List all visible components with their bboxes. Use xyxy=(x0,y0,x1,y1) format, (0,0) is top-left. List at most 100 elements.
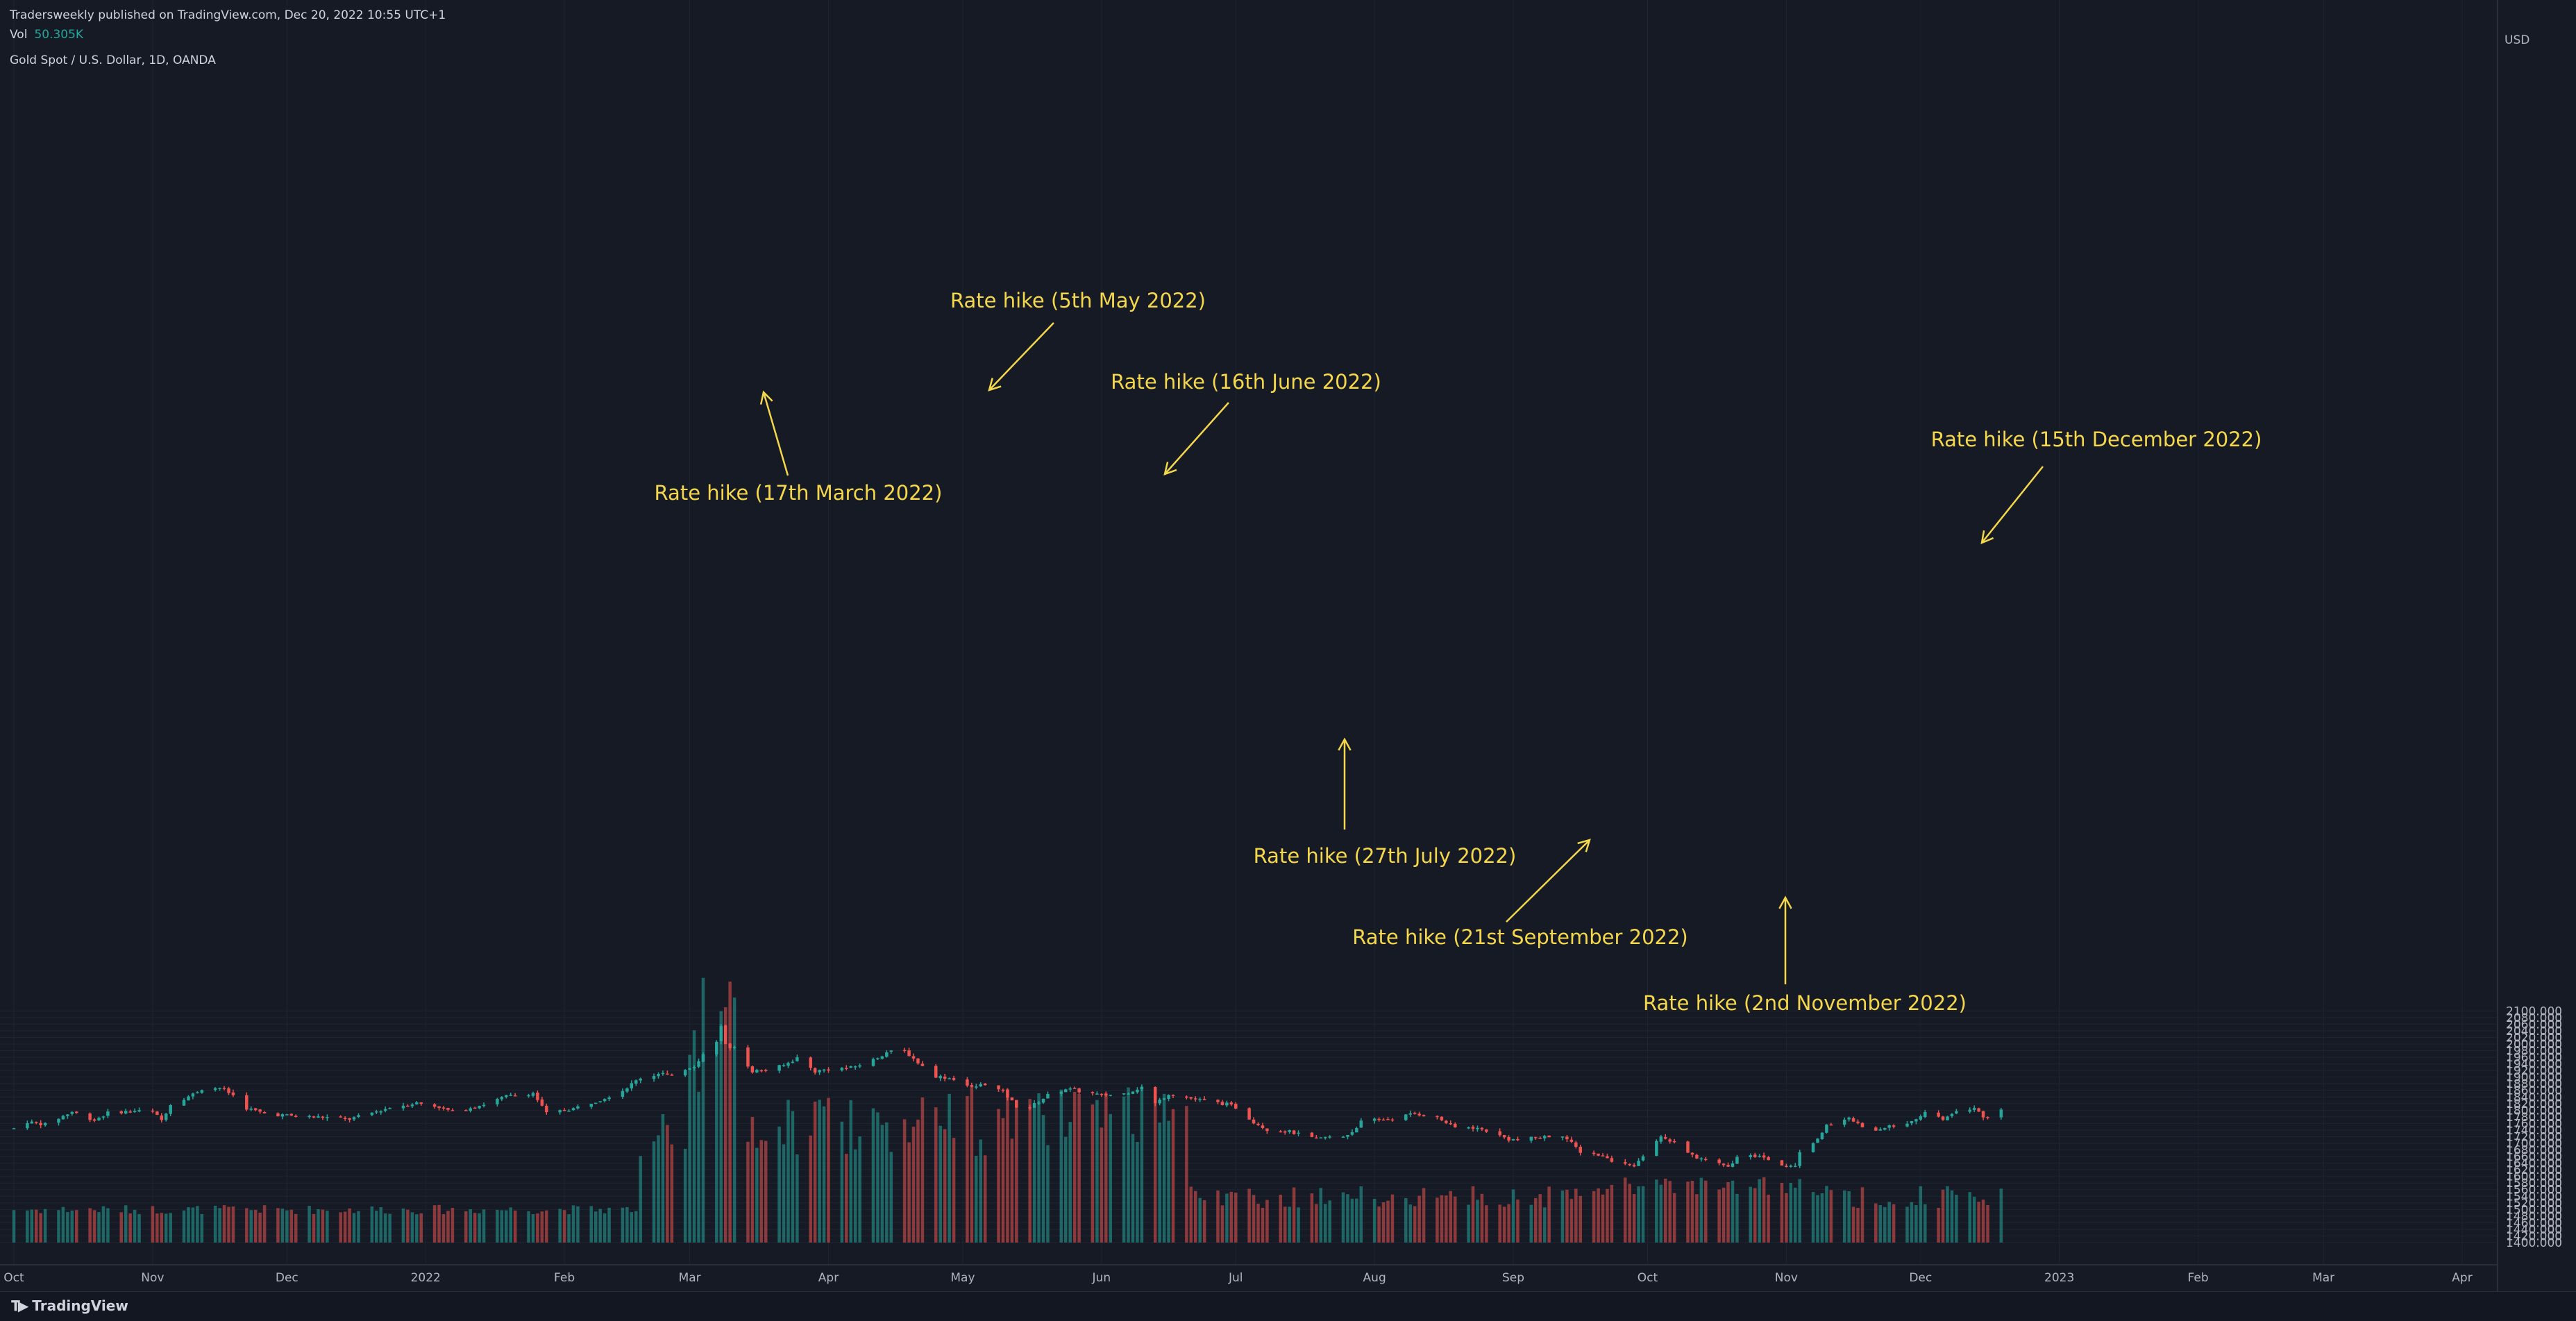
candle-body xyxy=(1579,1147,1583,1153)
time-tick-label: Feb xyxy=(554,1271,575,1285)
volume-bar xyxy=(1507,1204,1510,1243)
candle-body xyxy=(1941,1116,1945,1120)
candle-body xyxy=(813,1068,817,1073)
candle-body xyxy=(1829,1124,1833,1126)
candle-body xyxy=(880,1056,884,1059)
candle-body xyxy=(934,1066,938,1078)
volume-bar xyxy=(746,1141,750,1243)
volume-bar xyxy=(531,1214,535,1243)
volume-bar xyxy=(1153,1088,1157,1243)
volume-bar xyxy=(1189,1186,1193,1243)
price-tick-label: 1560.000 xyxy=(2506,1184,2562,1197)
candle-body xyxy=(1136,1089,1139,1093)
candle-body xyxy=(1874,1127,1878,1131)
volume-bar xyxy=(607,1207,611,1243)
volume-bar xyxy=(1453,1196,1457,1243)
candle-body xyxy=(375,1111,378,1113)
volume-bar xyxy=(764,1141,768,1243)
volume-bar xyxy=(1668,1181,1672,1243)
volume-bar xyxy=(1565,1189,1569,1243)
candle-body xyxy=(1632,1165,1636,1167)
volume-bar xyxy=(1323,1204,1327,1243)
volume-bar xyxy=(169,1213,172,1243)
candle-body xyxy=(419,1102,423,1104)
volume-bar xyxy=(1202,1200,1206,1243)
candle-body xyxy=(657,1074,660,1077)
candle-body xyxy=(1717,1159,1721,1163)
candle-body xyxy=(902,1050,907,1052)
volume-bar xyxy=(1955,1195,1958,1243)
volume-bar xyxy=(496,1209,499,1243)
volume-bar xyxy=(1193,1190,1197,1243)
volume-bar xyxy=(258,1212,262,1243)
candle-body xyxy=(1261,1125,1265,1128)
volume-bar xyxy=(818,1100,821,1243)
candle-body xyxy=(26,1123,29,1129)
volume-bar xyxy=(1140,1087,1144,1243)
candle-body xyxy=(809,1057,812,1068)
candle-body xyxy=(1574,1142,1578,1147)
tradingview-brand[interactable]: 𝐓▶ TradingView xyxy=(11,1297,128,1314)
volume-bar xyxy=(634,1211,638,1243)
candle-body xyxy=(446,1108,450,1110)
candle-body xyxy=(558,1110,562,1113)
candle-body xyxy=(1981,1111,1985,1118)
volume-bar xyxy=(1762,1177,1766,1243)
volume-bar xyxy=(1015,1102,1018,1243)
volume-bar xyxy=(1077,1093,1081,1243)
candle-body xyxy=(1704,1159,1708,1161)
volume-bar xyxy=(317,1209,320,1243)
candle-body xyxy=(61,1116,65,1120)
candle-body xyxy=(321,1116,325,1118)
candle-body xyxy=(576,1106,580,1109)
candle-body xyxy=(160,1115,164,1120)
candle-body xyxy=(1091,1092,1095,1093)
volume-bar xyxy=(907,1142,911,1243)
vol-value: 50.305K xyxy=(34,28,84,42)
volume-bar xyxy=(845,1154,848,1243)
volume-bar xyxy=(289,1209,294,1243)
candle-body xyxy=(258,1109,262,1112)
volume-bar xyxy=(750,1117,755,1243)
candle-body xyxy=(652,1076,656,1079)
volume-bar xyxy=(357,1211,360,1243)
candle-body xyxy=(916,1058,920,1063)
volume-bar xyxy=(777,1126,781,1243)
candle-body xyxy=(276,1113,280,1116)
time-tick-label: Apr xyxy=(2452,1271,2472,1285)
candle-body xyxy=(1485,1129,1488,1132)
price-tick-label: 1420.000 xyxy=(2506,1229,2562,1243)
volume-bar xyxy=(701,977,705,1243)
volume-bar xyxy=(1279,1194,1283,1243)
candle-body xyxy=(182,1100,186,1106)
volume-bar xyxy=(30,1209,34,1243)
candle-body xyxy=(997,1085,1000,1090)
volume-bar xyxy=(1386,1200,1390,1243)
candle-body xyxy=(759,1070,764,1072)
volume-bar xyxy=(26,1210,29,1243)
volume-bar xyxy=(469,1209,472,1243)
volume-bar xyxy=(1950,1190,1954,1243)
volume-bar xyxy=(948,1093,951,1243)
candle-body xyxy=(885,1052,889,1057)
annotation-arrow-head xyxy=(1338,737,1352,751)
volume-bar xyxy=(88,1208,92,1243)
volume-bar xyxy=(1158,1122,1161,1243)
time-tick-label: Feb xyxy=(2188,1271,2209,1285)
candle-body xyxy=(509,1095,512,1096)
candle-body xyxy=(876,1058,879,1059)
time-tick-label: Dec xyxy=(1909,1271,1932,1285)
volume-bar xyxy=(1860,1187,1864,1243)
volume-bar xyxy=(1167,1120,1170,1243)
candle-body xyxy=(1386,1119,1390,1120)
candle-body xyxy=(262,1111,267,1113)
candle-body xyxy=(1753,1154,1757,1157)
candle-body xyxy=(983,1084,987,1086)
volume-bar xyxy=(388,1213,392,1243)
volume-bar xyxy=(943,1129,947,1243)
volume-bar xyxy=(1417,1195,1421,1243)
candle-body xyxy=(1390,1119,1395,1121)
volume-bar xyxy=(527,1211,530,1243)
annotation-arrow-head xyxy=(1163,462,1177,476)
